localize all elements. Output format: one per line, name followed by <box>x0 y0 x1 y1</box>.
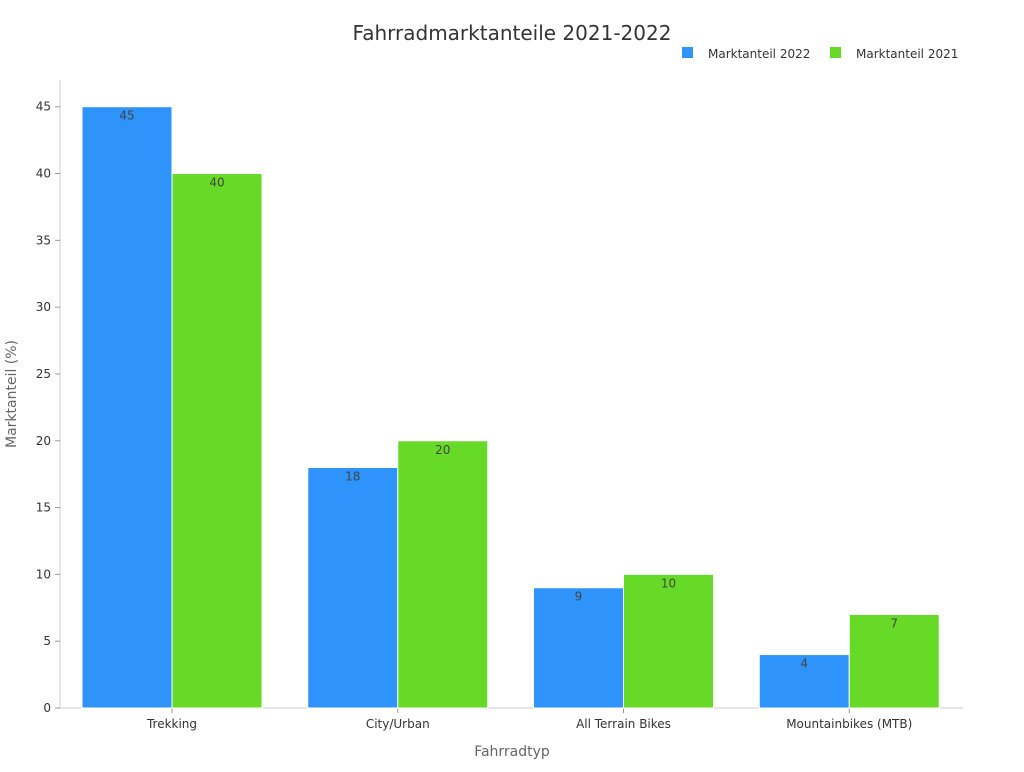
x-tick-label: Trekking <box>146 717 197 731</box>
bar-value-label: 45 <box>119 109 134 123</box>
x-tick-label: City/Urban <box>366 717 430 731</box>
bar-value-label: 10 <box>661 576 676 590</box>
legend-swatch-2022 <box>682 47 693 58</box>
y-tick-label: 5 <box>43 634 51 648</box>
bar-value-label: 9 <box>575 590 583 604</box>
legend-label-2021: Marktanteil 2021 <box>856 47 958 61</box>
bar-2021-1 <box>397 440 489 709</box>
bar-2022-0 <box>81 106 173 709</box>
y-tick-label: 45 <box>36 100 51 114</box>
legend: Marktanteil 2022 Marktanteil 2021 <box>682 47 958 61</box>
x-tick-label: All Terrain Bikes <box>576 717 671 731</box>
y-tick-label: 25 <box>36 367 51 381</box>
y-tick-label: 0 <box>43 701 51 715</box>
bar-value-label: 18 <box>345 469 360 483</box>
bar-2021-2 <box>623 573 714 709</box>
bar-2021-0 <box>171 173 263 709</box>
y-tick-label: 30 <box>36 300 51 314</box>
legend-swatch-2021 <box>830 47 841 58</box>
bar-2022-3 <box>758 654 850 709</box>
bar-labels: 45 40 18 20 9 10 4 7 <box>119 109 898 671</box>
bar-2022-1 <box>307 466 399 709</box>
bar-2022-2 <box>533 587 624 709</box>
x-axis-title: Fahrradtyp <box>474 744 550 760</box>
x-tick-label: Mountainbikes (MTB) <box>786 717 912 731</box>
bar-value-label: 20 <box>435 443 450 457</box>
legend-label-2022: Marktanteil 2022 <box>708 47 810 61</box>
bars <box>81 106 940 709</box>
y-tick-label: 40 <box>36 167 51 181</box>
y-tick-label: 20 <box>36 434 51 448</box>
bar-value-label: 7 <box>890 616 898 630</box>
x-axis-ticks: Trekking City/Urban All Terrain Bikes Mount… <box>146 708 912 731</box>
chart-title: Fahrradmarktanteile 2021-2022 <box>353 21 672 45</box>
y-axis-ticks: 0 5 10 15 20 25 30 35 40 45 <box>36 100 60 715</box>
y-tick-label: 35 <box>36 233 51 247</box>
y-tick-label: 10 <box>36 567 51 581</box>
y-axis-title: Marktanteil (%) <box>4 340 20 448</box>
bar-value-label: 40 <box>209 176 224 190</box>
bar-value-label: 4 <box>800 657 808 671</box>
bar-2021-3 <box>848 613 940 709</box>
y-tick-label: 15 <box>36 501 51 515</box>
